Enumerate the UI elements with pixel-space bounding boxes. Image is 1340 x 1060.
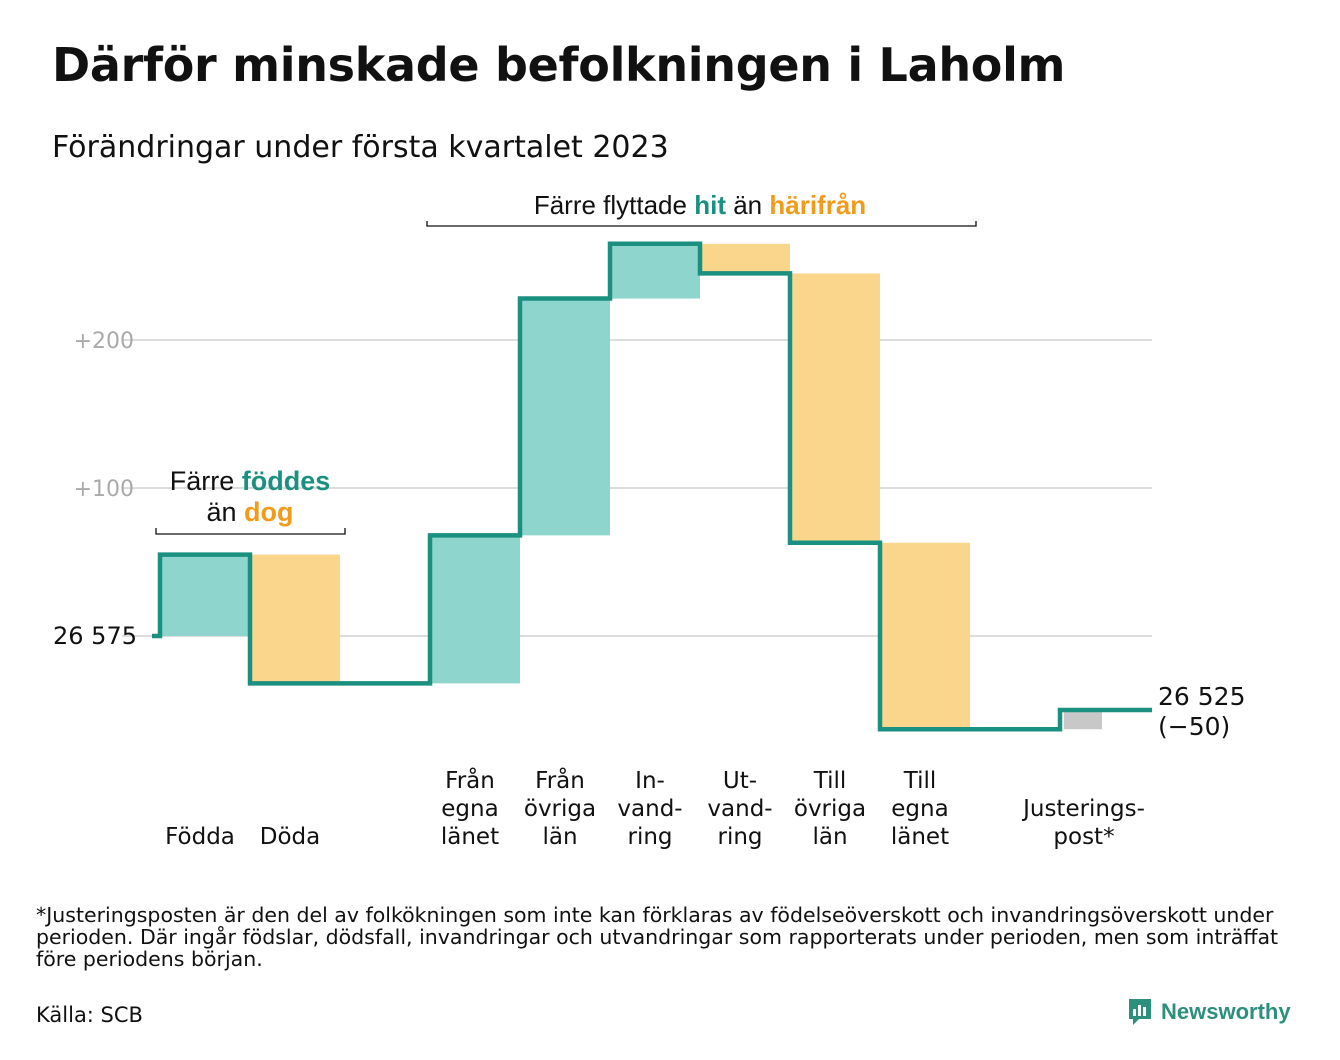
annotation-part: härifrån — [769, 190, 866, 220]
bar-1 — [160, 554, 250, 636]
category-label: In- — [635, 768, 665, 794]
annotation-births-line2: än dog — [206, 497, 293, 527]
y-tick-label: +200 — [74, 329, 134, 354]
bar-7 — [700, 243, 790, 274]
bar-11 — [1064, 710, 1102, 730]
category-label: länet — [441, 824, 499, 850]
annotation-part: Färre flyttade — [534, 190, 694, 220]
footnote: *Justeringsposten är den del av folkökni… — [36, 903, 1279, 971]
annotation-part: än — [206, 497, 244, 527]
bar-8 — [790, 273, 880, 543]
brand-name: Newsworthy — [1161, 999, 1291, 1024]
category-label: ring — [627, 824, 672, 850]
end-value-label: 26 525 — [1158, 682, 1245, 711]
y-tick-label: +100 — [74, 477, 134, 502]
bars — [160, 243, 1102, 730]
start-value-label: 26 575 — [53, 622, 137, 650]
category-label: Till — [903, 768, 937, 794]
chart-subtitle: Förändringar under första kvartalet 2023 — [52, 130, 669, 165]
annotation-part: än — [726, 190, 769, 220]
category-label: ring — [717, 824, 762, 850]
annotation-migration: Färre flyttade hit än härifrån — [534, 190, 866, 220]
category-label: län — [812, 824, 847, 850]
category-label: Ut- — [723, 768, 757, 794]
newsworthy-logo-icon — [1129, 999, 1151, 1025]
bar-6 — [610, 243, 700, 299]
category-label: län — [542, 824, 577, 850]
annotation-births-line1: Färre föddes — [170, 466, 331, 496]
bar-2 — [250, 554, 340, 684]
category-label: egna — [441, 796, 498, 822]
chart-title: Därför minskade befolkningen i Laholm — [52, 38, 1066, 92]
annotation-part: dog — [244, 497, 293, 527]
category-label: Döda — [260, 824, 320, 850]
category-label: Födda — [165, 824, 235, 850]
category-label: övriga — [524, 796, 596, 822]
category-label: vand- — [617, 796, 682, 822]
category-label: Till — [813, 768, 847, 794]
source-label: Källa: SCB — [36, 1003, 143, 1027]
annotation-bracket-births — [155, 528, 346, 535]
bar-4 — [430, 535, 520, 684]
annotation-part: Färre — [170, 466, 242, 496]
category-label: post* — [1053, 824, 1114, 850]
category-label: egna — [891, 796, 948, 822]
category-label: övriga — [794, 796, 866, 822]
brand: Newsworthy — [1127, 997, 1291, 1027]
category-label: vand- — [707, 796, 772, 822]
category-label: länet — [891, 824, 949, 850]
category-label: Från — [535, 766, 585, 794]
category-labels: Födda DödaFrånegnalänetFrånövrigalänIn-va… — [165, 766, 1145, 850]
category-label: Från — [445, 766, 495, 794]
cumulative-step-line — [152, 241, 1152, 732]
annotation-bracket-migration — [426, 221, 977, 227]
category-label: Justerings- — [1021, 796, 1145, 822]
annotation-part: hit — [694, 190, 726, 220]
annotation-part: föddes — [242, 466, 331, 496]
end-change-label: (−50) — [1158, 712, 1230, 741]
bar-5 — [520, 298, 610, 536]
bar-9 — [880, 542, 970, 730]
